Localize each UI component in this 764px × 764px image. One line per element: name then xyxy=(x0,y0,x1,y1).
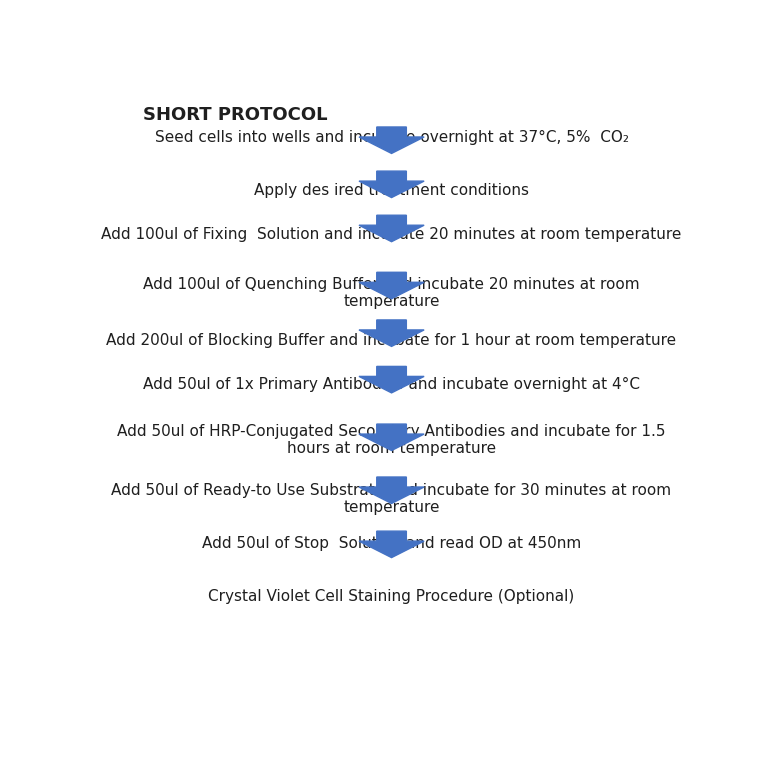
Polygon shape xyxy=(359,531,424,558)
Text: SHORT PROTOCOL: SHORT PROTOCOL xyxy=(143,106,327,125)
Text: Add 50ul of Stop  Solution and read OD at 450nm: Add 50ul of Stop Solution and read OD at… xyxy=(202,536,581,551)
Polygon shape xyxy=(359,424,424,451)
Polygon shape xyxy=(359,320,424,346)
Text: Add 50ul of Ready-to Use Substrate and incubate for 30 minutes at room
temperatu: Add 50ul of Ready-to Use Substrate and i… xyxy=(112,483,672,515)
Text: Add 200ul of Blocking Buffer and incubate for 1 hour at room temperature: Add 200ul of Blocking Buffer and incubat… xyxy=(106,333,677,348)
Text: Add 50ul of 1x Primary Antibodies and incubate overnight at 4°C: Add 50ul of 1x Primary Antibodies and in… xyxy=(143,377,640,392)
Text: Seed cells into wells and incubate overnight at 37°C, 5%  CO₂: Seed cells into wells and incubate overn… xyxy=(154,130,629,145)
Polygon shape xyxy=(359,171,424,198)
Text: Add 50ul of HRP-Conjugated Secondary Antibodies and incubate for 1.5
hours at ro: Add 50ul of HRP-Conjugated Secondary Ant… xyxy=(118,424,665,456)
Text: Add 100ul of Fixing  Solution and incubate 20 minutes at room temperature: Add 100ul of Fixing Solution and incubat… xyxy=(102,227,681,242)
Text: Add 100ul of Quenching Buffer and incubate 20 minutes at room
temperature: Add 100ul of Quenching Buffer and incuba… xyxy=(143,277,640,309)
Polygon shape xyxy=(359,367,424,393)
Text: Crystal Violet Cell Staining Procedure (Optional): Crystal Violet Cell Staining Procedure (… xyxy=(209,589,575,604)
Polygon shape xyxy=(359,477,424,503)
Polygon shape xyxy=(359,215,424,241)
Polygon shape xyxy=(359,127,424,154)
Text: Apply des ired treatment conditions: Apply des ired treatment conditions xyxy=(254,183,529,198)
Polygon shape xyxy=(359,272,424,299)
